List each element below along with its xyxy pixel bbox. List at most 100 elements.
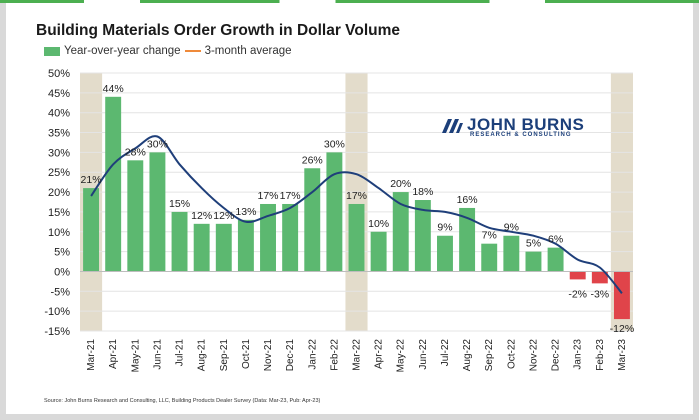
bar	[193, 223, 210, 272]
top-strip	[0, 0, 699, 3]
john-burns-logo: JOHN BURNS RESEARCH & CONSULTING	[440, 115, 584, 139]
bar-data-label: 5%	[526, 238, 541, 250]
shade-band-mar-22	[345, 73, 368, 331]
x-tick-label: Feb-22	[329, 339, 340, 371]
x-tick-label: Feb-23	[595, 339, 606, 371]
y-tick-label: 10%	[48, 227, 70, 239]
bar-data-label: 6%	[548, 234, 563, 246]
bar	[237, 219, 254, 272]
bar	[591, 271, 608, 284]
bar-data-label: 12%	[213, 210, 234, 222]
bar-data-label: 44%	[103, 83, 124, 95]
x-tick-label: Nov-21	[263, 339, 274, 372]
bar	[437, 235, 453, 272]
bar	[260, 203, 276, 272]
x-tick-label: Jun-22	[418, 339, 429, 370]
bar-data-label: 15%	[169, 198, 190, 210]
x-tick-label: Nov-22	[528, 339, 539, 372]
y-tick-label: 25%	[48, 167, 70, 179]
x-tick-label: Dec-22	[551, 339, 562, 372]
y-tick-label: -10%	[44, 306, 70, 318]
bar	[547, 247, 564, 272]
y-tick-label: 20%	[48, 187, 70, 199]
x-tick-label: Mar-21	[86, 339, 97, 371]
bar	[304, 168, 321, 272]
bar	[215, 223, 232, 272]
bar-data-label: 16%	[457, 194, 478, 206]
bar-data-label: 18%	[412, 186, 433, 198]
y-tick-label: 0%	[54, 266, 70, 278]
chart-legend: Year-over-year change 3-month average	[44, 45, 292, 57]
x-tick-label: May-22	[396, 339, 407, 373]
bar	[414, 200, 431, 272]
x-tick-label: Oct-21	[241, 339, 252, 369]
x-tick-label: Jan-22	[307, 339, 318, 370]
bar	[569, 271, 586, 280]
bar	[105, 96, 122, 272]
bar	[127, 160, 144, 272]
bar-data-label: -3%	[590, 288, 609, 300]
bar-data-label: 10%	[368, 218, 389, 230]
logo-main-text: JOHN BURNS	[467, 115, 585, 134]
bar	[525, 251, 542, 272]
y-tick-label: 50%	[48, 68, 70, 80]
x-tick-label: Dec-21	[285, 339, 296, 372]
three-month-average-line	[90, 135, 623, 294]
bar-data-label: -12%	[610, 323, 635, 335]
y-tick-label: 30%	[48, 147, 70, 159]
bar-data-label: 13%	[235, 206, 256, 218]
bar-data-label: 28%	[125, 146, 146, 158]
chart-title: Building Materials Order Growth in Dolla…	[36, 22, 401, 39]
bar-data-label: 9%	[504, 222, 519, 234]
x-tick-label: Sep-21	[219, 339, 230, 372]
bar-data-label: 20%	[390, 178, 411, 190]
x-tick-label: May-21	[130, 339, 141, 373]
bar	[370, 231, 387, 272]
y-tick-label: 15%	[48, 207, 70, 219]
bar-data-label: 21%	[81, 174, 102, 186]
y-tick-label: 35%	[48, 128, 70, 140]
x-tick-label: Apr-21	[108, 339, 119, 369]
x-tick-label: Mar-23	[617, 339, 628, 371]
y-tick-label: -15%	[44, 326, 70, 338]
bar	[171, 211, 188, 272]
x-tick-label: Jul-22	[440, 339, 451, 367]
x-tick-label: Aug-22	[462, 339, 473, 372]
x-tick-label: Oct-22	[506, 339, 517, 369]
bar	[83, 188, 100, 272]
bar-data-label: 17%	[346, 190, 367, 202]
bar-data-label: 30%	[324, 138, 345, 150]
x-tick-label: Mar-22	[352, 339, 363, 371]
bar-data-label: 26%	[302, 154, 323, 166]
bar	[459, 207, 476, 272]
y-tick-label: 40%	[48, 108, 70, 120]
legend-bar-label: Year-over-year change	[64, 45, 181, 57]
bar-data-label: 17%	[258, 190, 279, 202]
y-tick-label: 45%	[48, 88, 70, 100]
source-note: Source: John Burns Research and Consulti…	[44, 398, 321, 404]
bar	[282, 203, 299, 272]
logo-mark-icon	[442, 119, 463, 133]
shade-band-mar-23	[610, 73, 633, 331]
bar-data-label: 17%	[280, 190, 301, 202]
bar	[503, 235, 520, 272]
x-tick-label: Aug-21	[197, 339, 208, 372]
bar-data-label: 30%	[147, 138, 168, 150]
legend-line-swatch	[184, 50, 201, 52]
bar-data-label: 7%	[482, 230, 497, 242]
bar	[613, 271, 630, 320]
bar	[149, 152, 166, 272]
bar	[326, 152, 343, 272]
x-tick-label: Sep-22	[484, 339, 495, 372]
legend-line-label: 3-month average	[204, 45, 292, 57]
bar	[481, 243, 498, 272]
x-tick-label: Jul-21	[175, 339, 186, 367]
bar-data-label: -2%	[568, 288, 587, 300]
logo-sub-text: RESEARCH & CONSULTING	[470, 132, 572, 138]
y-tick-label: 5%	[54, 247, 70, 259]
x-tick-label: Jan-23	[573, 339, 584, 370]
bar-data-label: 12%	[191, 210, 212, 222]
bar	[348, 203, 365, 272]
